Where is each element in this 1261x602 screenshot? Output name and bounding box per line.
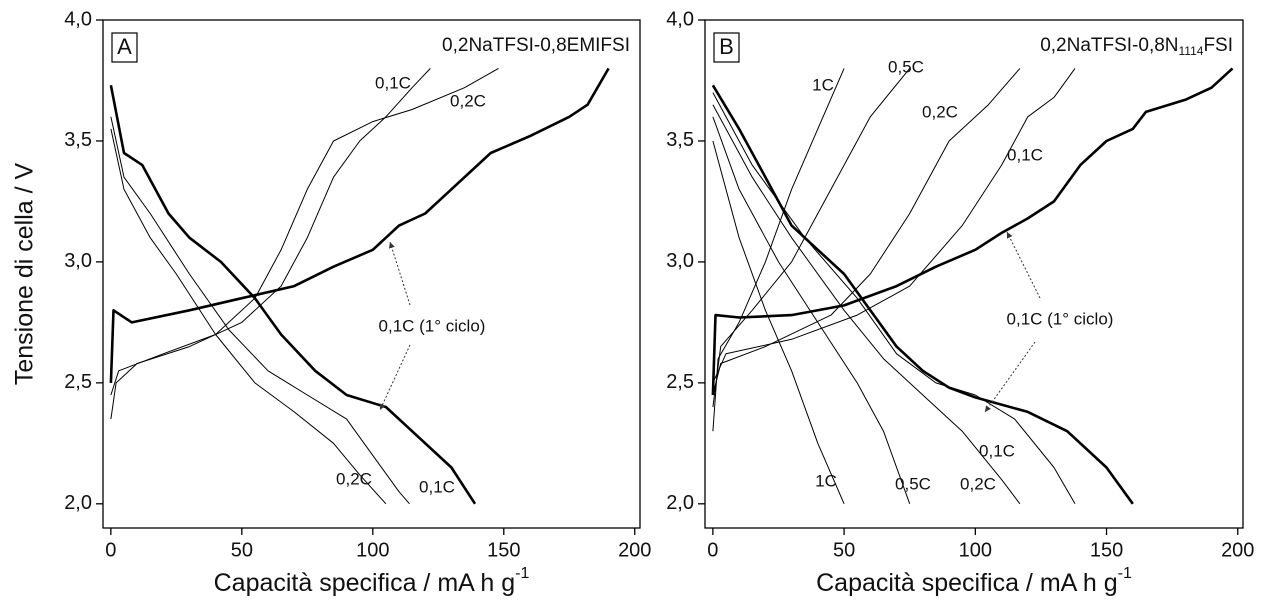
curve [712, 92, 1076, 505]
curve-label: 0,1C [1007, 145, 1043, 164]
panel-box [713, 32, 740, 63]
y-tick-label: 3,0 [666, 250, 694, 272]
x-axis-title: Capacità specifica / mA h g-1 [816, 565, 1132, 596]
panel-title-end: FSI [1203, 35, 1233, 56]
x-tick-label: 100 [959, 539, 992, 561]
x-tick-label: 150 [487, 539, 520, 561]
curve [712, 68, 1076, 384]
panel-title-main: 0,2NaTFSI-0,8EMIFSI [442, 35, 630, 56]
curve [110, 67, 499, 396]
x-tick-label: 150 [1090, 539, 1123, 561]
y-tick-label: 4,0 [666, 8, 694, 30]
curve [110, 68, 431, 420]
curve [109, 85, 477, 505]
panel-title: 0,2NaTFSI-0,8EMIFSI [442, 35, 630, 56]
curve-label: 0,1C [375, 73, 411, 92]
annotation-arrow [984, 341, 1036, 413]
curve-label: 0,2C [450, 91, 486, 110]
x-axis-title-sup: -1 [1118, 565, 1132, 582]
curve [712, 68, 911, 408]
curve-label: 0,5C [895, 474, 931, 493]
curve [712, 68, 845, 432]
curve-label: 0,1C (1° ciclo) [1007, 309, 1114, 328]
panel-box [111, 32, 138, 63]
curve [712, 68, 1021, 396]
x-tick-label: 200 [618, 539, 651, 561]
curve-label: 0,1C [979, 441, 1015, 460]
curve [110, 128, 387, 505]
curve-label: 1C [815, 471, 837, 490]
annotation-arrow [388, 241, 411, 306]
annotation-arrow [1006, 231, 1041, 299]
curve [712, 104, 1021, 505]
x-axis-title-main: Capacità specifica / mA h g [214, 569, 516, 597]
y-axis-title: Tensione di cella / V [11, 163, 39, 386]
x-tick-label: 50 [231, 539, 253, 561]
y-tick-label: 2,5 [666, 371, 694, 393]
curve [711, 84, 1134, 505]
y-tick-label: 4,0 [64, 8, 92, 30]
x-tick-label: 50 [833, 539, 855, 561]
panel-title-sub: 1114 [1179, 44, 1204, 58]
panel-title-main: 0,2NaTFSI-0,8N [1040, 35, 1178, 56]
curve-label: 0,2C [336, 469, 372, 488]
plot-frame [704, 19, 1244, 529]
y-tick-label: 3,5 [666, 129, 694, 151]
x-axis-title-sup: -1 [515, 565, 529, 582]
x-tick-label: 200 [1221, 539, 1254, 561]
y-tick-label: 3,0 [64, 250, 92, 272]
curve-label: 0,1C (1° ciclo) [379, 316, 486, 335]
plot-frame [102, 19, 641, 529]
curve-label: 0,5C [888, 57, 924, 76]
x-axis-title: Capacità specifica / mA h g-1 [214, 565, 530, 596]
curve-label: 0,2C [922, 102, 958, 121]
curve-label: 1C [812, 75, 834, 94]
x-tick-label: 0 [707, 539, 718, 561]
x-tick-label: 0 [105, 539, 116, 561]
panel-label: B [719, 34, 734, 59]
curve [110, 116, 410, 505]
panel-title: 0,2NaTFSI-0,8N1114FSI [1040, 35, 1233, 58]
panel-label: A [117, 34, 132, 59]
curve-label: 0,1C [419, 477, 455, 496]
curve-label: 0,2C [960, 474, 996, 493]
curve [712, 116, 911, 504]
curve [711, 67, 1234, 396]
x-tick-label: 100 [356, 539, 389, 561]
y-tick-label: 3,5 [64, 129, 92, 151]
curve [109, 67, 610, 383]
x-axis-title-main: Capacità specifica / mA h g [816, 569, 1118, 597]
y-tick-label: 2,0 [64, 492, 92, 514]
y-tick-label: 2,0 [666, 492, 694, 514]
annotation-arrow [379, 344, 411, 411]
curve [712, 140, 845, 504]
y-tick-label: 2,5 [64, 371, 92, 393]
